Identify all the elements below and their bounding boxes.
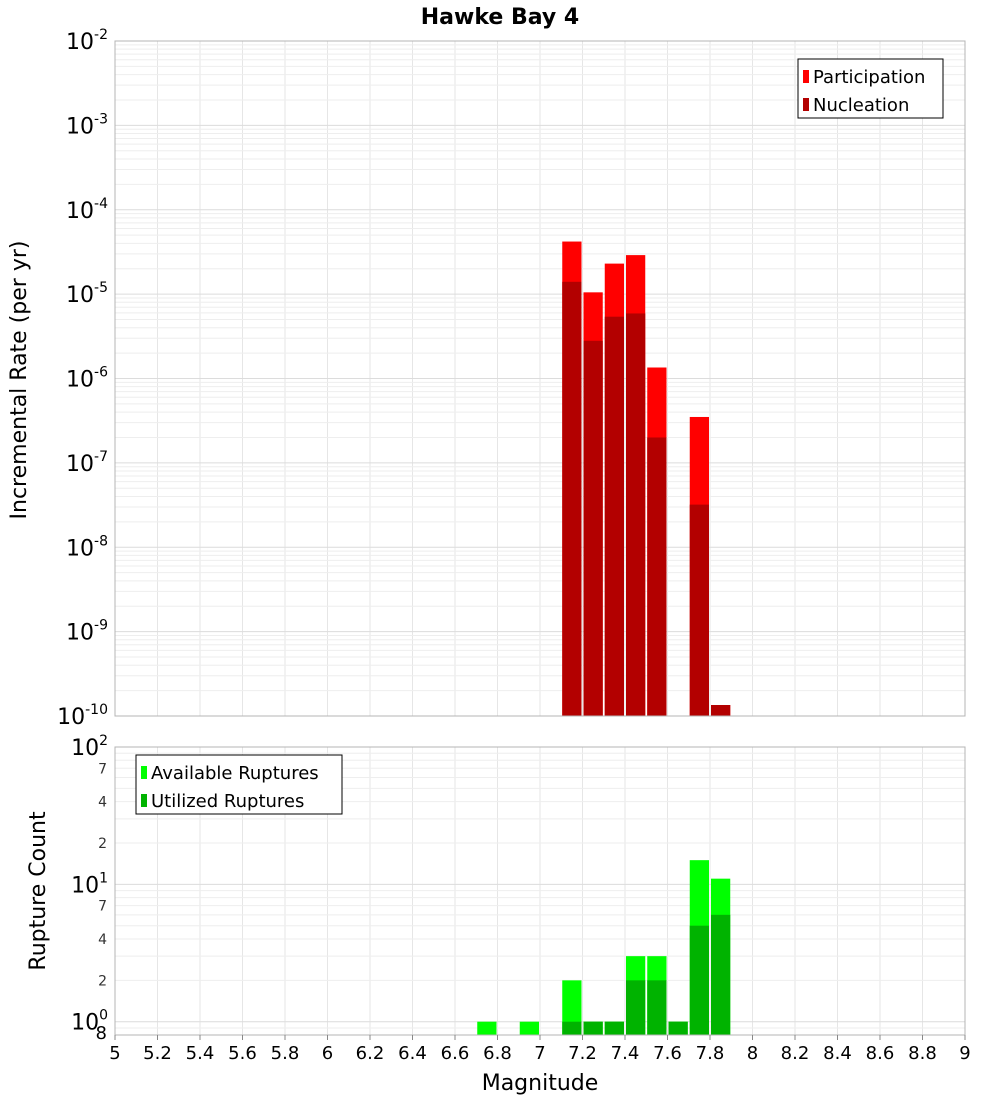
x-tick-label: 8.2 [781,1043,810,1064]
rate-legend-box [797,58,944,119]
x-tick-label: 5.8 [271,1043,300,1064]
rate-bars [562,241,731,717]
x-tick-label: 7.6 [653,1043,682,1064]
rate-y-ticks: 10-2 10-3 10-4 10-5 10-6 10-7 10-8 10-9 10-10 [57,27,108,730]
x-tick-label: 8.4 [823,1043,852,1064]
nucleation-bar [562,281,582,716]
count-y-minor-tick-label: 8 [96,1023,107,1044]
utilized-ruptures-bar [668,1021,688,1035]
count-legend: Available Ruptures Utilized Ruptures [135,754,343,815]
nucleation-bar [604,316,624,716]
x-tick-label: 8.6 [866,1043,895,1064]
available-ruptures-bar [477,1021,497,1035]
utilized-ruptures-bar [626,980,646,1035]
count-legend-swatch [141,766,147,779]
x-axis-ticks: 5 5.2 5.4 5.6 5.8 6 6.2 6.4 6.6 6.8 7 7.2 7.4 7.6 7.8 8… [109,1035,971,1064]
utilized-ruptures-bar [562,1021,582,1035]
x-tick-label: 5.4 [186,1043,215,1064]
rate-legend: Participation Nucleation [797,58,944,119]
x-tick-label: 6 [322,1043,333,1064]
x-axis-label: Magnitude [482,1071,599,1096]
count-legend-label: Utilized Ruptures [151,791,304,812]
available-ruptures-bar [519,1021,539,1035]
utilized-ruptures-bar [604,1021,624,1035]
utilized-ruptures-bar [583,1021,603,1035]
rate-y-tick-label: 10-4 [66,196,108,224]
count-y-minor-tick-label: 7 [98,761,107,777]
count-y-tick-label: 101 [71,870,108,898]
count-legend-label: Available Ruptures [151,763,319,784]
x-tick-label: 5.6 [228,1043,257,1064]
count-y-minor-tick-label: 2 [98,973,107,989]
count-legend-swatch [141,794,147,807]
nucleation-bar [626,313,646,716]
count-legend-box [135,754,343,815]
x-tick-label: 5.2 [143,1043,172,1064]
rate-plot-frame [114,40,966,717]
rate-legend-swatch [803,98,809,111]
x-tick-label: 5 [109,1043,120,1064]
nucleation-bar [583,340,603,716]
count-y-ticks: 102 101 100 7 4 2 7 4 2 8 [71,733,108,1044]
nucleation-bar [647,437,667,716]
x-tick-label: 6.6 [441,1043,470,1064]
x-tick-label: 7.2 [568,1043,597,1064]
x-tick-label: 7.8 [696,1043,725,1064]
count-y-axis-label: Rupture Count [26,811,51,971]
count-y-tick-label: 100 [71,1008,108,1036]
x-tick-label: 8.8 [908,1043,937,1064]
rate-y-tick-label: 10-2 [66,27,108,55]
x-tick-label: 8 [747,1043,758,1064]
rate-y-tick-label: 10-6 [66,365,108,393]
count-y-minor-tick-label: 4 [98,932,107,948]
rate-y-tick-label: 10-9 [66,618,108,646]
rate-y-tick-label: 10-10 [57,702,108,730]
count-y-minor-tick-label: 4 [98,795,107,811]
available-ruptures-bar [562,980,582,1035]
utilized-ruptures-bar [711,914,731,1035]
chart-title: Hawke Bay 4 [421,5,579,30]
x-tick-label: 6.8 [483,1043,512,1064]
rate-legend-swatch [803,70,809,83]
rate-y-tick-label: 10-5 [66,280,108,308]
x-tick-label: 7.4 [611,1043,640,1064]
count-y-minor-tick-label: 2 [98,836,107,852]
utilized-ruptures-bar [689,925,709,1035]
utilized-ruptures-bar [647,980,667,1035]
x-tick-label: 6.2 [356,1043,385,1064]
nucleation-bar [711,705,731,716]
rate-y-tick-label: 10-3 [66,111,108,139]
x-tick-label: 7 [534,1043,545,1064]
rate-panel: 10-2 10-3 10-4 10-5 10-6 10-7 10-8 10-9 10-10 In… [7,27,966,730]
rate-legend-label: Participation [813,67,925,88]
x-tick-label: 6.4 [398,1043,427,1064]
nucleation-bar [689,504,709,716]
rate-y-tick-label: 10-8 [66,533,108,561]
count-bars [477,860,731,1035]
rate-legend-label: Nucleation [813,95,909,116]
rate-grid [114,41,966,717]
rate-y-tick-label: 10-7 [66,449,108,477]
count-y-tick-label: 102 [71,733,108,761]
count-panel: 102 101 100 7 4 2 7 4 2 8 Rupture Count Available… [26,733,966,1044]
x-tick-label: 9 [959,1043,970,1064]
count-y-minor-tick-label: 7 [98,899,107,915]
rate-y-axis-label: Incremental Rate (per yr) [7,241,32,520]
